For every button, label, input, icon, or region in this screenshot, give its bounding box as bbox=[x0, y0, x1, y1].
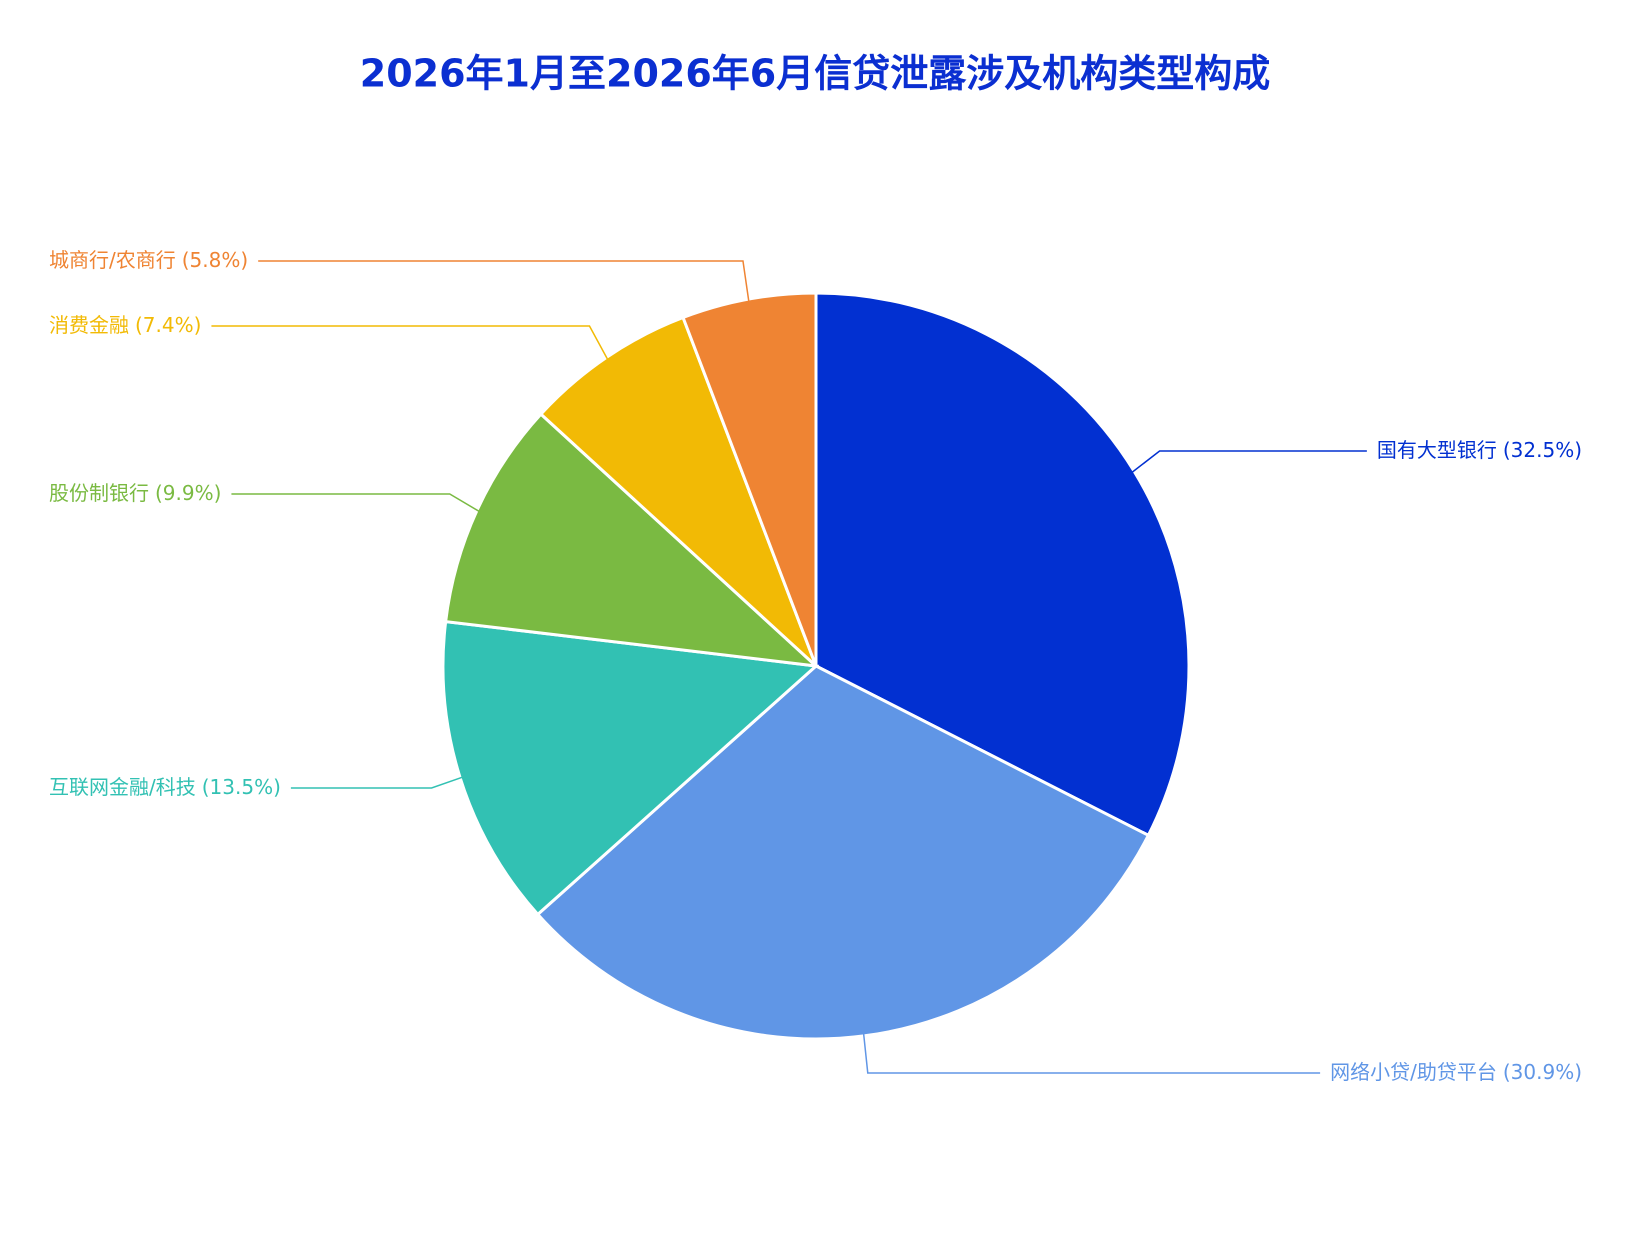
leader-line bbox=[231, 493, 480, 512]
category-label: 互联网金融/科技 bbox=[49, 775, 196, 799]
category-label: 股份制银行 bbox=[49, 481, 149, 505]
slice-label: 国有大型银行 (32.5%) bbox=[1377, 438, 1582, 462]
chart-title: 2026年1月至2026年6月信贷泄露涉及机构类型构成 bbox=[360, 52, 1270, 96]
leader-line bbox=[211, 325, 609, 360]
leader-line bbox=[258, 260, 750, 302]
category-label: 网络小贷/助贷平台 bbox=[1330, 1060, 1497, 1084]
value-label: (7.4%) bbox=[135, 313, 201, 337]
category-label: 国有大型银行 bbox=[1377, 438, 1497, 462]
leader-line bbox=[862, 1033, 1321, 1074]
value-label: (32.5%) bbox=[1503, 438, 1582, 462]
value-label: (5.8%) bbox=[182, 248, 248, 272]
slice-label: 城商行/农商行 (5.8%) bbox=[49, 248, 248, 272]
leader-line bbox=[290, 776, 463, 789]
category-label: 消费金融 bbox=[49, 313, 129, 337]
value-label: (9.9%) bbox=[155, 481, 221, 505]
leader-line bbox=[1131, 450, 1367, 473]
category-label: 城商行/农商行 bbox=[49, 248, 176, 272]
slice-label: 网络小贷/助贷平台 (30.9%) bbox=[1330, 1060, 1582, 1084]
slice-label: 股份制银行 (9.9%) bbox=[49, 481, 221, 505]
slice-label: 消费金融 (7.4%) bbox=[49, 313, 201, 337]
value-label: (13.5%) bbox=[202, 775, 281, 799]
slice-label: 互联网金融/科技 (13.5%) bbox=[49, 775, 281, 799]
value-label: (30.9%) bbox=[1503, 1060, 1582, 1084]
